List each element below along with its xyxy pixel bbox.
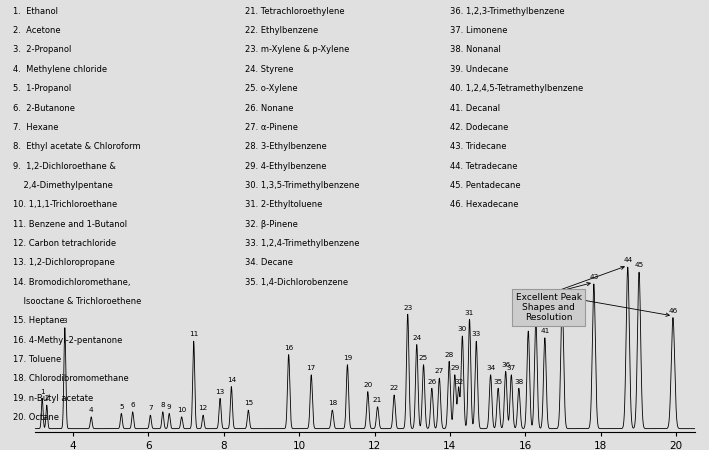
Text: 46: 46 [669, 308, 678, 314]
Text: 21: 21 [373, 397, 382, 403]
Text: 12: 12 [199, 405, 208, 411]
Text: 28: 28 [445, 351, 454, 358]
Text: 24: 24 [412, 335, 421, 341]
Text: 4.  Methylene chloride: 4. Methylene chloride [13, 65, 107, 74]
Text: 32: 32 [454, 378, 463, 385]
Text: 12. Carbon tetrachloride: 12. Carbon tetrachloride [13, 239, 116, 248]
Text: 38: 38 [514, 378, 523, 385]
Text: 40: 40 [531, 308, 540, 314]
Text: 14: 14 [227, 377, 236, 383]
Text: 19. n-Butyl acetate: 19. n-Butyl acetate [13, 394, 93, 403]
Text: 40. 1,2,4,5-Tetramethylbenzene: 40. 1,2,4,5-Tetramethylbenzene [450, 84, 584, 93]
Text: 13: 13 [216, 389, 225, 395]
Text: 34: 34 [486, 365, 495, 371]
Text: 15. Heptane: 15. Heptane [13, 316, 65, 325]
Text: 15: 15 [244, 400, 253, 406]
Text: 14. Bromodichloromethane,: 14. Bromodichloromethane, [13, 278, 130, 287]
Text: 41. Decanal: 41. Decanal [450, 104, 501, 112]
Text: 30: 30 [458, 326, 467, 333]
Text: 41: 41 [540, 328, 549, 334]
Text: 9: 9 [167, 404, 172, 410]
Text: 39. Undecane: 39. Undecane [450, 65, 508, 74]
Text: 31. 2-Ethyltoluene: 31. 2-Ethyltoluene [245, 200, 322, 209]
Text: 10: 10 [177, 407, 186, 413]
Text: 43. Tridecane: 43. Tridecane [450, 142, 507, 151]
Text: 35. 1,4-Dichlorobenzene: 35. 1,4-Dichlorobenzene [245, 278, 347, 287]
Text: 17: 17 [306, 365, 316, 371]
Text: 2: 2 [45, 396, 49, 401]
Text: 18. Chlorodibromomethane: 18. Chlorodibromomethane [13, 374, 128, 383]
Text: 11: 11 [189, 332, 199, 338]
Text: 17. Toluene: 17. Toluene [13, 355, 61, 364]
Text: Isooctane & Trichloroethene: Isooctane & Trichloroethene [13, 297, 141, 306]
Text: 2,4-Dimethylpentane: 2,4-Dimethylpentane [13, 181, 113, 190]
Text: 3: 3 [62, 318, 67, 324]
Text: 8: 8 [160, 402, 165, 408]
Text: 16. 4-Methyl-2-pentanone: 16. 4-Methyl-2-pentanone [13, 336, 122, 345]
Text: 33: 33 [471, 332, 481, 338]
Text: 28. 3-Ethylbenzene: 28. 3-Ethylbenzene [245, 142, 326, 151]
Text: 46. Hexadecane: 46. Hexadecane [450, 200, 519, 209]
Text: 24. Styrene: 24. Styrene [245, 65, 293, 74]
Text: 5.  1-Propanol: 5. 1-Propanol [13, 84, 71, 93]
Text: 42. Dodecane: 42. Dodecane [450, 123, 508, 132]
Text: 22. Ethylbenzene: 22. Ethylbenzene [245, 26, 318, 35]
Text: 42: 42 [557, 291, 566, 297]
Text: 10. 1,1,1-Trichloroethane: 10. 1,1,1-Trichloroethane [13, 200, 117, 209]
Text: 21. Tetrachloroethylene: 21. Tetrachloroethylene [245, 7, 345, 16]
Text: 26. Nonane: 26. Nonane [245, 104, 293, 112]
Text: 27. α-Pinene: 27. α-Pinene [245, 123, 298, 132]
Text: 7: 7 [148, 405, 152, 411]
Text: 8.  Ethyl acetate & Chloroform: 8. Ethyl acetate & Chloroform [13, 142, 140, 151]
Text: 32. β-Pinene: 32. β-Pinene [245, 220, 298, 229]
Text: 1: 1 [40, 389, 45, 395]
Text: 34. Decane: 34. Decane [245, 258, 293, 267]
Text: 29. 4-Ethylbenzene: 29. 4-Ethylbenzene [245, 162, 326, 171]
Text: 7.  Hexane: 7. Hexane [13, 123, 58, 132]
Text: 4: 4 [89, 407, 94, 413]
Text: 38. Nonanal: 38. Nonanal [450, 45, 501, 54]
Text: 37. Limonene: 37. Limonene [450, 26, 508, 35]
Text: 9.  1,2-Dichloroethane &: 9. 1,2-Dichloroethane & [13, 162, 116, 171]
Text: 20. Octane: 20. Octane [13, 413, 59, 422]
Text: 39: 39 [524, 321, 533, 327]
Text: 36. 1,2,3-Trimethylbenzene: 36. 1,2,3-Trimethylbenzene [450, 7, 565, 16]
Text: 27: 27 [435, 369, 444, 374]
Text: 37: 37 [507, 365, 516, 371]
Text: Excellent Peak
Shapes and
Resolution: Excellent Peak Shapes and Resolution [515, 292, 581, 322]
Text: 26: 26 [428, 378, 437, 385]
Text: 44. Tetradecane: 44. Tetradecane [450, 162, 518, 171]
Text: 13. 1,2-Dichloropropane: 13. 1,2-Dichloropropane [13, 258, 115, 267]
Text: 36: 36 [501, 362, 510, 368]
Text: 45: 45 [635, 262, 644, 269]
Text: 19: 19 [342, 355, 352, 361]
Text: 31: 31 [465, 310, 474, 315]
Text: 1.  Ethanol: 1. Ethanol [13, 7, 57, 16]
Text: 43: 43 [589, 274, 598, 280]
Text: 25: 25 [419, 355, 428, 361]
Text: 45. Pentadecane: 45. Pentadecane [450, 181, 521, 190]
Text: 23. m-Xylene & p-Xylene: 23. m-Xylene & p-Xylene [245, 45, 349, 54]
Text: 6.  2-Butanone: 6. 2-Butanone [13, 104, 74, 112]
Text: 25. o-Xylene: 25. o-Xylene [245, 84, 297, 93]
Text: 22: 22 [389, 385, 398, 392]
Text: 20: 20 [363, 382, 372, 388]
Text: 2.  Acetone: 2. Acetone [13, 26, 60, 35]
Text: 6: 6 [130, 402, 135, 408]
Text: 3.  2-Propanol: 3. 2-Propanol [13, 45, 71, 54]
Text: 5: 5 [119, 404, 123, 410]
Text: 23: 23 [403, 305, 413, 310]
Text: 18: 18 [328, 400, 337, 406]
Text: 33. 1,2,4-Trimethylbenzene: 33. 1,2,4-Trimethylbenzene [245, 239, 359, 248]
Text: 11. Benzene and 1-Butanol: 11. Benzene and 1-Butanol [13, 220, 127, 229]
Text: 29: 29 [450, 365, 459, 371]
Text: 30. 1,3,5-Trimethylbenzene: 30. 1,3,5-Trimethylbenzene [245, 181, 359, 190]
Text: 35: 35 [493, 378, 503, 385]
Text: 16: 16 [284, 345, 294, 351]
Text: 44: 44 [623, 257, 632, 263]
